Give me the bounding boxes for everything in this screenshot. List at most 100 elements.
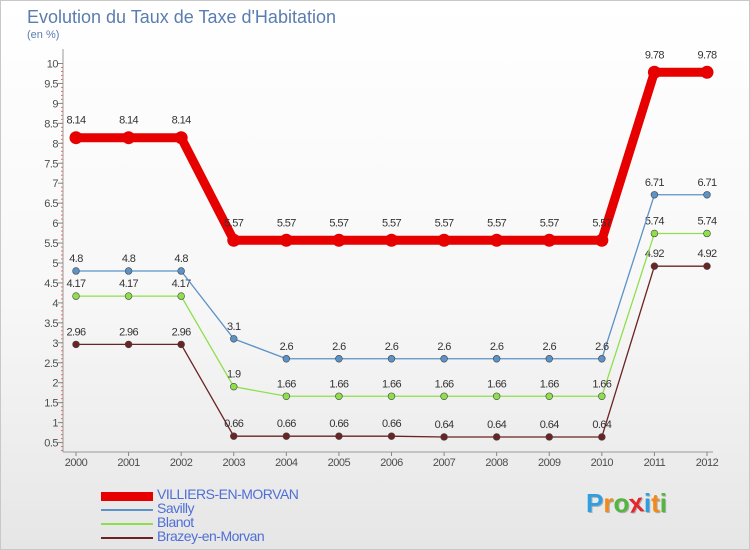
data-label: 5.57	[224, 217, 243, 229]
data-point	[122, 131, 136, 145]
data-point	[598, 392, 606, 400]
x-tick-label: 2010	[591, 457, 614, 469]
logo-letter: P	[586, 488, 604, 518]
y-tick-label: 9	[52, 98, 58, 110]
legend-label: Blanot	[157, 514, 194, 530]
legend-swatch	[101, 509, 153, 511]
data-label: 0.66	[277, 418, 296, 430]
y-tick-label: 2.5	[44, 358, 58, 370]
data-label: 4.8	[122, 253, 136, 265]
data-label: 8.14	[172, 115, 191, 127]
y-tick-label: 10	[47, 59, 59, 71]
data-label: 4.17	[172, 278, 191, 290]
logo-letter: t	[651, 488, 660, 518]
data-label: 4.8	[69, 253, 83, 265]
data-point	[72, 340, 80, 349]
series-blanot: 4.17 4.17 4.17 1.9 1.66 1.66 1.66 1.66 1.66 1.66 1…	[66, 215, 718, 400]
x-tick-label: 2004	[275, 457, 298, 469]
logo-letter: i	[643, 488, 652, 518]
data-point	[650, 191, 659, 199]
data-point	[387, 355, 396, 363]
x-tick-label: 2006	[380, 457, 403, 469]
data-label: 2.96	[172, 326, 191, 338]
y-tick-label: 1	[52, 418, 58, 430]
data-point	[230, 335, 238, 343]
data-label: 1.66	[540, 378, 559, 390]
data-point	[385, 233, 398, 247]
data-point	[335, 432, 343, 440]
series-savilly: 4.8 4.8 4.8 3.1 2.6 2.6 2.6 2.6 2.6 2.6 2.6 6.71 6.7…	[69, 177, 718, 363]
data-point	[703, 229, 711, 238]
x-tick-label: 2007	[433, 457, 456, 469]
x-tick-label: 2008	[485, 457, 508, 469]
proxiti-logo: Proxiti	[586, 487, 667, 519]
data-point	[227, 233, 241, 247]
data-label: 0.66	[382, 418, 401, 430]
y-tick-label: 0.5	[44, 438, 58, 450]
data-label: 4.8	[174, 253, 188, 265]
y-tick-label: 9.5	[44, 78, 58, 90]
data-point	[387, 432, 396, 440]
data-label: 5.57	[329, 217, 348, 229]
data-point	[492, 355, 501, 363]
legend-label: VILLIERS-EN-MORVAN	[157, 486, 299, 502]
data-point	[545, 392, 553, 400]
y-tick-label: 5.5	[44, 238, 58, 250]
data-point	[282, 392, 291, 400]
x-tick-label: 2009	[538, 457, 561, 469]
data-point	[545, 355, 553, 363]
data-label: 2.96	[66, 326, 85, 338]
data-label: 2.6	[385, 341, 399, 353]
data-label: 4.17	[119, 278, 138, 290]
data-label: 5.57	[435, 217, 454, 229]
data-point	[492, 433, 501, 441]
y-tick-label: 5	[52, 258, 58, 270]
data-point	[177, 292, 185, 300]
logo-letter: i	[659, 488, 667, 518]
data-point	[230, 382, 238, 391]
legend-swatch	[101, 523, 153, 525]
data-label: 2.6	[280, 341, 294, 353]
data-label: 2.6	[543, 341, 557, 353]
legend-swatch	[101, 537, 153, 539]
data-point	[650, 229, 659, 238]
data-label: 6.71	[645, 177, 664, 189]
y-tick-label: 6	[52, 218, 58, 230]
y-tick-label: 4.5	[44, 278, 58, 290]
series-line	[76, 232, 707, 397]
data-label: 5.57	[277, 217, 296, 229]
data-label: 2.6	[490, 341, 504, 353]
data-point	[332, 233, 346, 247]
x-tick-label: 2002	[170, 457, 193, 469]
y-tick-label: 3	[52, 338, 58, 350]
data-label: 4.17	[66, 278, 85, 290]
data-label: 1.66	[277, 378, 296, 390]
data-label: 9.78	[645, 49, 664, 61]
x-tick-label: 2012	[696, 457, 719, 469]
data-label: 2.6	[437, 341, 451, 353]
data-point	[282, 355, 291, 363]
data-point	[703, 191, 711, 199]
data-point	[542, 233, 556, 247]
data-label: 1.66	[592, 378, 611, 390]
logo-letter: r	[603, 488, 614, 518]
data-label: 6.71	[697, 177, 716, 189]
y-tick-label: 6.5	[44, 198, 58, 210]
data-label: 8.14	[119, 115, 138, 127]
x-tick-label: 2001	[117, 457, 140, 469]
data-label: 1.66	[487, 378, 506, 390]
data-label: 5.74	[645, 215, 664, 227]
x-tick-label: 2000	[65, 457, 88, 469]
data-point	[124, 340, 133, 349]
chart-unit-label: (en %)	[27, 29, 60, 41]
data-point	[545, 433, 553, 441]
chart-title: Evolution du Taux de Taxe d'Habitation	[27, 7, 336, 27]
data-point	[335, 355, 343, 363]
data-label: 5.74	[697, 215, 716, 227]
y-tick-label: 4	[52, 298, 58, 310]
data-label: 9.78	[697, 49, 716, 61]
data-label: 2.6	[595, 341, 609, 353]
data-point	[700, 65, 714, 79]
series-villiers-en-morvan: 8.14 8.14 8.14 5.57 5.57 5.57 5.57 5.57 5.57 5.57…	[66, 49, 718, 247]
